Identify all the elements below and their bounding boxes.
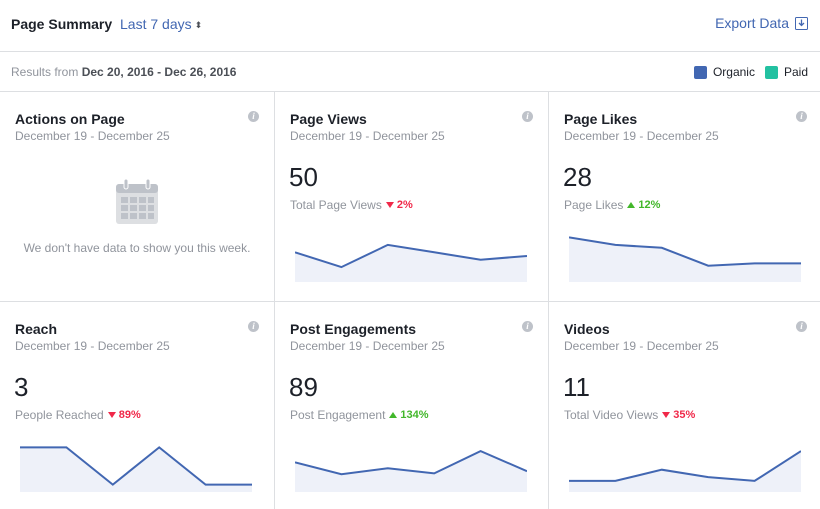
change-indicator: 89%	[107, 409, 141, 421]
sort-caret-icon: ⬍	[194, 20, 203, 30]
card-value: 89	[289, 372, 318, 402]
summary-grid: Actions on Page December 19 - December 2…	[0, 92, 820, 509]
card-metric: Page Likes 12%	[564, 198, 660, 212]
up-arrow-icon	[389, 412, 398, 418]
sparkline-chart	[20, 446, 252, 492]
sparkline-chart	[569, 450, 801, 492]
sparkline-line	[20, 446, 252, 486]
legend-item-organic: Organic	[693, 65, 755, 79]
sparkline-line	[569, 450, 801, 482]
export-data-label: Export Data	[715, 15, 789, 31]
change-value: 35%	[673, 409, 696, 421]
card-date-range: December 19 - December 25	[290, 339, 445, 353]
sparkline-chart	[295, 243, 527, 282]
sparkline-line	[569, 236, 801, 267]
up-arrow-icon	[627, 202, 636, 208]
card-page-likes[interactable]: Page Likes December 19 - December 25 i 2…	[548, 92, 820, 302]
change-indicator: 2%	[385, 199, 413, 211]
sparkline-chart	[569, 236, 801, 282]
card-date-range: December 19 - December 25	[290, 129, 445, 143]
legend-label-paid: Paid	[783, 65, 808, 79]
card-post-engagements[interactable]: Post Engagements December 19 - December …	[274, 302, 548, 509]
card-metric: Total Page Views 2%	[290, 198, 413, 212]
change-value: 89%	[118, 409, 141, 421]
results-prefix: Results from	[11, 65, 79, 79]
card-date-range: December 19 - December 25	[564, 339, 719, 353]
card-date-range: December 19 - December 25	[15, 339, 170, 353]
results-bar: Results from Dec 20, 2016 - Dec 26, 2016…	[0, 52, 820, 92]
results-range-text: Results from Dec 20, 2016 - Dec 26, 2016	[11, 65, 236, 79]
paid-swatch	[764, 65, 778, 79]
card-date-range: December 19 - December 25	[15, 129, 170, 143]
results-range: Dec 20, 2016 - Dec 26, 2016	[81, 65, 237, 79]
card-value: 28	[563, 162, 592, 192]
card-videos[interactable]: Videos December 19 - December 25 i 11 To…	[548, 302, 820, 509]
info-icon[interactable]: i	[522, 321, 533, 332]
card-value: 50	[289, 162, 318, 192]
date-range-dropdown[interactable]: Last 7 days ⬍	[120, 16, 202, 32]
date-range-label: Last 7 days	[120, 16, 192, 32]
card-title: Post Engagements	[290, 321, 417, 337]
card-actions-on-page[interactable]: Actions on Page December 19 - December 2…	[0, 92, 274, 302]
card-date-range: December 19 - December 25	[564, 129, 719, 143]
card-value: 3	[14, 372, 29, 402]
change-value: 134%	[400, 409, 429, 421]
legend-item-paid: Paid	[764, 65, 808, 79]
info-icon[interactable]: i	[796, 111, 807, 122]
info-icon[interactable]: i	[522, 111, 533, 122]
metric-label: Post Engagement	[290, 408, 386, 422]
calendar-icon	[116, 178, 158, 224]
metric-label: Total Page Views	[290, 198, 382, 212]
change-indicator: 35%	[662, 409, 695, 421]
organic-swatch	[693, 65, 707, 79]
legend-label-organic: Organic	[712, 65, 755, 79]
card-title: Actions on Page	[15, 111, 125, 127]
card-page-views[interactable]: Page Views December 19 - December 25 i 5…	[274, 92, 548, 302]
card-metric: Post Engagement 134%	[290, 408, 429, 422]
info-icon[interactable]: i	[248, 321, 259, 332]
sparkline-area	[20, 447, 252, 492]
metric-label: People Reached	[15, 408, 104, 422]
sparkline-line	[295, 243, 527, 269]
sparkline-area	[295, 244, 527, 282]
card-title: Page Views	[290, 111, 367, 127]
change-indicator: 134%	[389, 409, 429, 421]
sparkline-area	[569, 237, 801, 282]
page-header: Page Summary Last 7 days ⬍ Export Data	[0, 0, 820, 52]
change-value: 2%	[396, 199, 413, 211]
card-metric: Total Video Views 35%	[564, 408, 695, 422]
down-arrow-icon	[662, 412, 671, 418]
card-value: 11	[563, 372, 590, 402]
down-arrow-icon	[385, 202, 394, 208]
export-data-button[interactable]: Export Data	[715, 15, 808, 31]
sparkline-area	[569, 451, 801, 492]
card-reach[interactable]: Reach December 19 - December 25 i 3 Peop…	[0, 302, 274, 509]
card-metric: People Reached 89%	[15, 408, 141, 422]
card-title: Reach	[15, 321, 58, 337]
page-title: Page Summary	[11, 16, 113, 32]
info-icon[interactable]: i	[796, 321, 807, 332]
card-title: Videos	[564, 321, 610, 337]
down-arrow-icon	[107, 412, 116, 418]
sparkline-chart	[295, 450, 527, 492]
empty-state-message: We don't have data to show you this week…	[23, 241, 251, 255]
download-icon	[795, 16, 808, 30]
info-icon[interactable]: i	[248, 111, 259, 122]
metric-label: Page Likes	[564, 198, 624, 212]
change-value: 12%	[638, 199, 661, 211]
legend: Organic Paid	[693, 65, 808, 79]
metric-label: Total Video Views	[564, 408, 659, 422]
change-indicator: 12%	[627, 199, 660, 211]
card-title: Page Likes	[564, 111, 638, 127]
sparkline-line	[295, 450, 527, 476]
